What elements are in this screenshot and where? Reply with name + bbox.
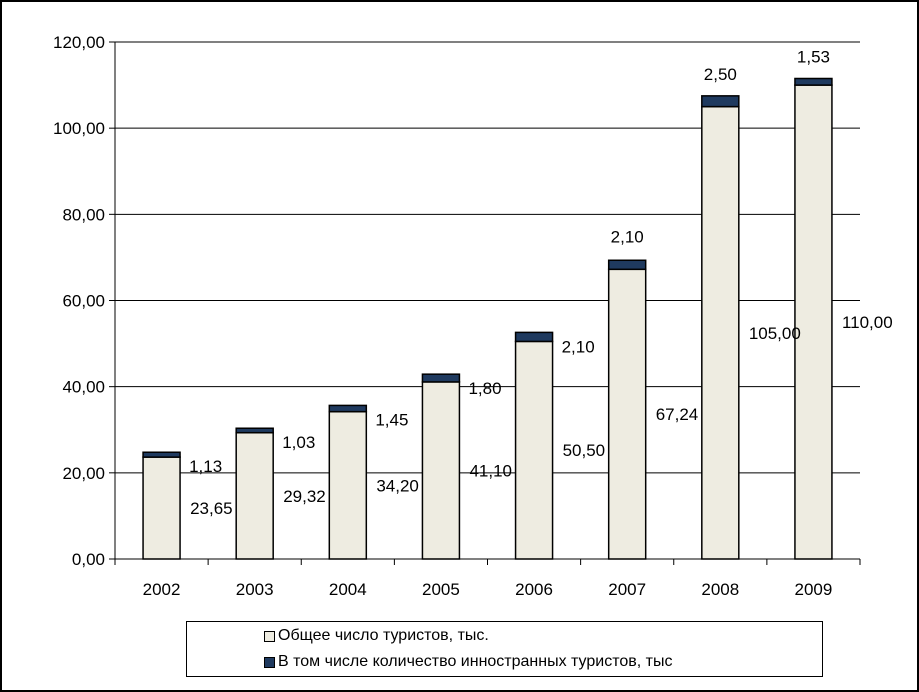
y-tick-label: 0,00: [72, 550, 105, 569]
bar-total-2005: [421, 381, 461, 560]
data-label-foreign: 1,53: [797, 47, 830, 66]
y-tick-label: 100,00: [53, 119, 105, 138]
bar-foreign-2007: [607, 259, 647, 271]
data-label-foreign: 2,50: [704, 65, 737, 84]
data-label-foreign: 1,80: [468, 379, 501, 398]
legend-label-total: Общее число туристов, тыс.: [278, 627, 489, 644]
data-label-foreign: 1,45: [375, 410, 408, 429]
x-tick-label: 2006: [515, 580, 553, 599]
data-label-total: 23,65: [190, 499, 233, 518]
bar-foreign-2006: [514, 331, 554, 343]
y-tick-label: 40,00: [62, 378, 105, 397]
bar-total-2009: [794, 84, 833, 560]
bar-foreign-2004: [328, 404, 368, 413]
legend-swatch-foreign: [264, 656, 275, 668]
y-tick-label: 80,00: [62, 205, 105, 224]
data-label-foreign: 1,03: [282, 433, 315, 452]
bar-total-2008: [701, 105, 740, 560]
data-label-total: 110,00: [842, 313, 893, 332]
bar-foreign-2009: [794, 77, 833, 86]
legend-swatch-total: [264, 630, 275, 642]
data-label-foreign: 2,10: [611, 227, 644, 246]
x-tick-label: 2004: [329, 580, 367, 599]
axes-layer: 0,00 20,00 40,00 60,00 80,00 100,00 120,00: [53, 33, 861, 569]
y-tick-label: 60,00: [62, 292, 105, 311]
bar-total-2006: [514, 340, 554, 560]
x-tick-label: 2005: [422, 580, 460, 599]
bar-total-2007: [607, 268, 647, 560]
bar-foreign-2008: [701, 95, 740, 108]
bars-layer: [142, 77, 833, 560]
data-label-total: 67,24: [656, 405, 699, 424]
y-tick-label: 20,00: [62, 464, 105, 483]
grid-layer: [115, 41, 860, 474]
labels-layer: 2002 23,65 1,13 2003 29,32 1,03 2004 34,20 1,45 2…: [143, 47, 893, 599]
bar-foreign-2002: [142, 451, 181, 458]
legend-item-total: Общее число туристов, тыс.: [264, 627, 489, 645]
bar-foreign-2005: [421, 373, 461, 383]
bar-total-2002: [142, 456, 181, 560]
x-tick-label: 2007: [608, 580, 646, 599]
y-tick-label: 120,00: [53, 33, 105, 52]
legend-item-foreign: В том числе количество инностранных тури…: [264, 653, 672, 671]
x-tick-label: 2008: [701, 580, 739, 599]
x-tick-label: 2002: [143, 580, 181, 599]
data-label-total: 105,00: [749, 324, 801, 343]
data-label-total: 29,32: [283, 487, 326, 506]
bar-foreign-2003: [235, 427, 274, 434]
chart-legend: Общее число туристов, тыс. В том числе к…: [186, 621, 823, 677]
data-label-foreign: 1,13: [189, 457, 222, 476]
legend-label-foreign: В том числе количество инностранных тури…: [278, 653, 673, 670]
bar-total-2003: [235, 431, 274, 560]
data-label-total: 41,10: [469, 461, 512, 480]
bar-total-2004: [328, 410, 368, 560]
data-label-total: 50,50: [563, 441, 606, 460]
data-label-total: 34,20: [376, 476, 419, 495]
x-tick-label: 2003: [236, 580, 274, 599]
x-tick-label: 2009: [795, 580, 833, 599]
data-label-foreign: 2,10: [562, 337, 595, 356]
